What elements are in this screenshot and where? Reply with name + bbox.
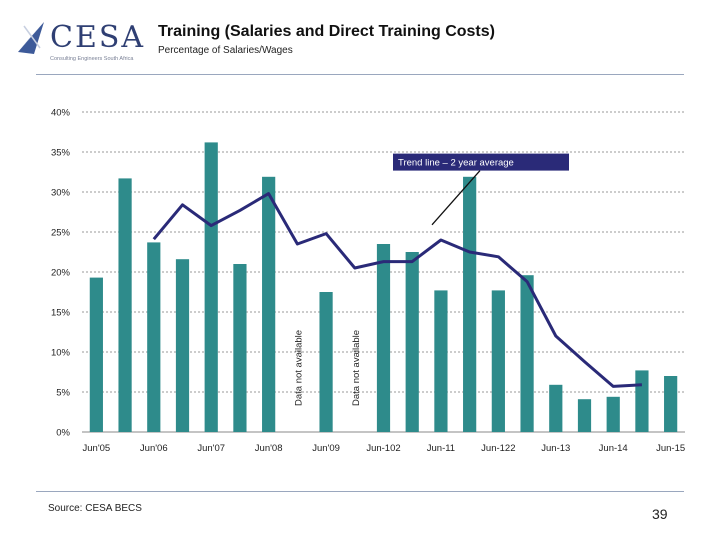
data-bar bbox=[118, 178, 132, 432]
x-tick-label: Jun'07 bbox=[197, 443, 225, 454]
data-bar bbox=[89, 277, 103, 432]
header-divider bbox=[36, 74, 684, 75]
data-bar bbox=[319, 292, 333, 432]
data-not-available-note: Data not available bbox=[293, 330, 304, 406]
x-tick-label: Jun-15 bbox=[656, 443, 685, 454]
x-tick-label: Jun-122 bbox=[481, 443, 515, 454]
y-tick-label: 30% bbox=[51, 188, 71, 199]
data-bar bbox=[147, 242, 161, 432]
data-bar bbox=[175, 259, 190, 432]
data-bar bbox=[664, 376, 678, 432]
trend-callout-label: Trend line – 2 year average bbox=[398, 158, 514, 169]
logo-wordmark: CESA bbox=[50, 20, 146, 55]
data-bar bbox=[549, 384, 563, 432]
x-tick-label: Jun-13 bbox=[541, 443, 570, 454]
data-not-available-note: Data not available bbox=[351, 330, 362, 406]
y-tick-label: 10% bbox=[51, 348, 71, 359]
y-tick-label: 15% bbox=[51, 308, 71, 319]
trend-line bbox=[152, 192, 642, 388]
y-tick-label: 0% bbox=[56, 428, 70, 439]
y-tick-label: 25% bbox=[51, 228, 71, 239]
page-number: 39 bbox=[652, 506, 668, 522]
logo-tagline: Consulting Engineers South Africa bbox=[50, 56, 134, 62]
trend-callout-box bbox=[393, 153, 569, 171]
y-tick-label: 5% bbox=[56, 388, 70, 399]
source-note: Source: CESA BECS bbox=[48, 503, 142, 514]
data-bar bbox=[434, 290, 448, 432]
compass-emblem-icon bbox=[18, 22, 44, 54]
data-bar bbox=[376, 244, 391, 432]
data-bar bbox=[463, 176, 477, 432]
data-bar bbox=[491, 290, 505, 432]
x-tick-label: Jun'08 bbox=[255, 443, 283, 454]
x-tick-label: Jun'09 bbox=[312, 443, 340, 454]
footer-divider bbox=[36, 491, 684, 492]
data-bar bbox=[520, 275, 534, 432]
callout-pointer bbox=[431, 170, 481, 226]
data-bar bbox=[405, 252, 419, 432]
data-bar bbox=[635, 370, 649, 432]
x-tick-label: Jun'05 bbox=[83, 443, 111, 454]
slide-subtitle: Percentage of Salaries/Wages bbox=[158, 45, 293, 56]
y-tick-label: 35% bbox=[51, 148, 71, 159]
x-tick-label: Jun-14 bbox=[599, 443, 628, 454]
data-bar bbox=[262, 176, 276, 432]
x-tick-label: Jun'06 bbox=[140, 443, 168, 454]
x-tick-label: Jun-102 bbox=[366, 443, 400, 454]
slide-title: Training (Salaries and Direct Training C… bbox=[158, 23, 495, 40]
data-bar bbox=[577, 399, 592, 432]
data-bar bbox=[233, 264, 247, 432]
chart-canvas: 0% 5% 10% 15% 20% 25% 30% 35% 40% Jun'05 Jun'06 Jun… bbox=[51, 108, 685, 455]
cesa-logo: CESA Consulting Engineers South Africa bbox=[14, 18, 144, 68]
training-chart: 0% 5% 10% 15% 20% 25% 30% 35% 40% Jun'05 Jun'06 Jun… bbox=[0, 90, 720, 470]
slide-header: CESA Consulting Engineers South Africa T… bbox=[0, 0, 720, 75]
data-bar bbox=[606, 396, 620, 432]
y-tick-label: 20% bbox=[51, 268, 71, 279]
x-tick-label: Jun-11 bbox=[427, 443, 455, 454]
y-tick-label: 40% bbox=[51, 108, 71, 119]
data-bar bbox=[204, 142, 218, 432]
